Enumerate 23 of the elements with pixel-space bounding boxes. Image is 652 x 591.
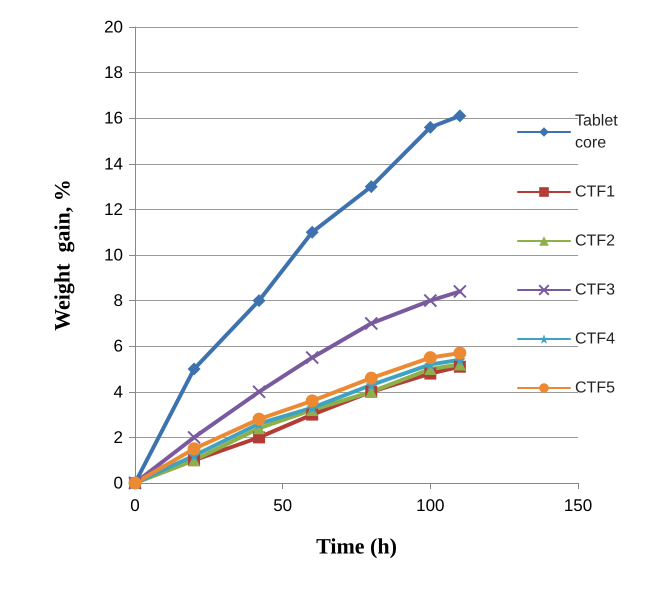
y-tick-label: 20 bbox=[104, 18, 123, 36]
y-tick-label: 16 bbox=[104, 108, 123, 128]
y-tick-label: 10 bbox=[104, 246, 123, 264]
y-tick-label: 0 bbox=[114, 474, 123, 492]
x-tick-label: 150 bbox=[564, 496, 592, 515]
legend-label: CTF2 bbox=[575, 232, 616, 250]
y-tick-label: 18 bbox=[104, 63, 123, 82]
x-tick-label: 100 bbox=[416, 496, 445, 515]
legend-label: CTF1 bbox=[575, 184, 616, 200]
y-tick-label: 6 bbox=[114, 336, 123, 356]
y-tick-label: 4 bbox=[114, 382, 123, 402]
x-tick-label: 0 bbox=[130, 496, 140, 515]
y-tick-label: 2 bbox=[114, 428, 123, 447]
legend-label: CTF3 bbox=[575, 282, 616, 298]
legend-label: Tablet core bbox=[575, 112, 622, 152]
y-tick-label: 12 bbox=[104, 200, 123, 219]
legend-label: CTF4 bbox=[575, 330, 616, 348]
x-tick-label: 50 bbox=[273, 496, 292, 515]
y-axis-title: Weight gain, % bbox=[50, 179, 74, 331]
y-tick-label: 14 bbox=[104, 154, 123, 174]
y-tick-label: 8 bbox=[114, 291, 123, 310]
legend-label: CTF5 bbox=[575, 380, 616, 396]
x-axis-title: Time (h) bbox=[316, 534, 397, 558]
